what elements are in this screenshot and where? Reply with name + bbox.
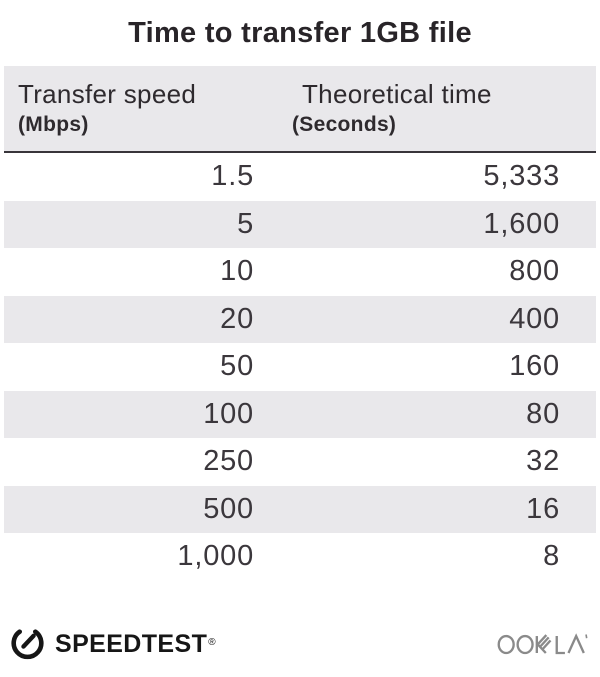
table-row: 100 80 xyxy=(4,390,596,438)
column-header-label: Transfer speed xyxy=(18,79,197,109)
speed-cell: 1,000 xyxy=(177,540,254,573)
speed-cell: 20 xyxy=(220,302,254,335)
registered-trademark-symbol: ® xyxy=(208,636,217,648)
speed-cell: 1.5 xyxy=(211,160,254,193)
speed-cell: 100 xyxy=(203,397,254,430)
speedtest-wordmark-text: SPEEDTEST xyxy=(55,629,208,658)
table-row: 5 1,600 xyxy=(4,200,596,248)
column-header-label: Theoretical time xyxy=(302,79,492,109)
transfer-time-table: Transfer speed (Mbps) Theoretical time (… xyxy=(4,66,596,581)
time-cell: 80 xyxy=(526,397,560,430)
time-cell: 800 xyxy=(509,255,560,288)
table-row: 50 160 xyxy=(4,343,596,391)
table-row: 1.5 5,333 xyxy=(4,153,596,201)
table-row: 500 16 xyxy=(4,485,596,533)
column-header-theoretical-time: Theoretical time (Seconds) xyxy=(256,66,596,151)
speedtest-wordmark: SPEEDTEST® xyxy=(55,629,217,658)
footer: SPEEDTEST® xyxy=(0,623,600,665)
column-header-unit: (Seconds) xyxy=(292,113,397,136)
page-title: Time to transfer 1GB file xyxy=(128,17,472,49)
time-cell: 400 xyxy=(509,302,560,335)
speedtest-logo: SPEEDTEST® xyxy=(9,623,217,665)
time-cell: 1,600 xyxy=(483,207,560,240)
table-row: 250 32 xyxy=(4,438,596,486)
ookla-logo xyxy=(497,631,593,661)
table-body: 1.5 5,333 5 1,600 10 800 20 400 50 160 1… xyxy=(4,153,596,581)
speed-cell: 10 xyxy=(220,255,254,288)
table-row: 20 400 xyxy=(4,295,596,343)
time-cell: 160 xyxy=(509,350,560,383)
time-cell: 8 xyxy=(543,540,560,573)
speed-cell: 250 xyxy=(203,445,254,478)
column-header-transfer-speed: Transfer speed (Mbps) xyxy=(4,66,256,151)
speed-cell: 50 xyxy=(220,350,254,383)
speedtest-gauge-icon xyxy=(9,623,46,665)
table-row: 1,000 8 xyxy=(4,533,596,581)
time-cell: 5,333 xyxy=(483,160,560,193)
time-cell: 32 xyxy=(526,445,560,478)
table-header-row: Transfer speed (Mbps) Theoretical time (… xyxy=(4,66,596,153)
speed-cell: 5 xyxy=(237,207,254,240)
table-row: 10 800 xyxy=(4,248,596,296)
column-header-unit: (Mbps) xyxy=(18,113,89,136)
time-cell: 16 xyxy=(526,492,560,525)
speed-cell: 500 xyxy=(203,492,254,525)
